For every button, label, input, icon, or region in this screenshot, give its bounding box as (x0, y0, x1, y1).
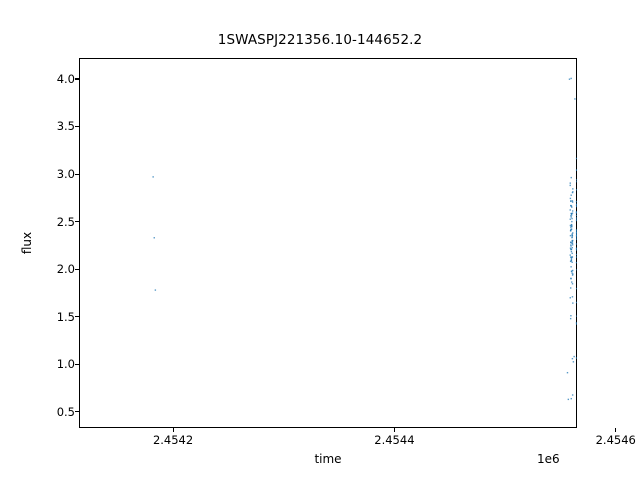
x-tick-mark (172, 428, 174, 432)
y-tick-label: 3.0 (56, 167, 75, 182)
x-tick-label: 2.4546 (595, 433, 636, 447)
y-axis-label: flux (20, 231, 34, 255)
x-tick-label: 2.4544 (374, 433, 415, 447)
y-tick-label: 3.5 (56, 119, 75, 134)
x-tick-mark (393, 428, 395, 432)
x-axis-label: time (314, 452, 342, 466)
x-tick-label: 2.4542 (152, 433, 194, 447)
x-tick-mark (615, 428, 617, 432)
y-tick-label: 1.0 (56, 357, 75, 372)
y-tick-label: 2.0 (56, 262, 75, 277)
x-axis-offset-label: 1e6 (537, 452, 560, 466)
scatter-plot-canvas (79, 58, 577, 428)
y-tick-label: 0.5 (56, 404, 75, 419)
y-tick-label: 4.0 (56, 71, 75, 86)
y-tick-label: 2.5 (56, 214, 75, 229)
y-tick-label: 1.5 (56, 309, 75, 324)
page-title: 1SWASPJ221356.10-144652.2 (217, 32, 423, 48)
